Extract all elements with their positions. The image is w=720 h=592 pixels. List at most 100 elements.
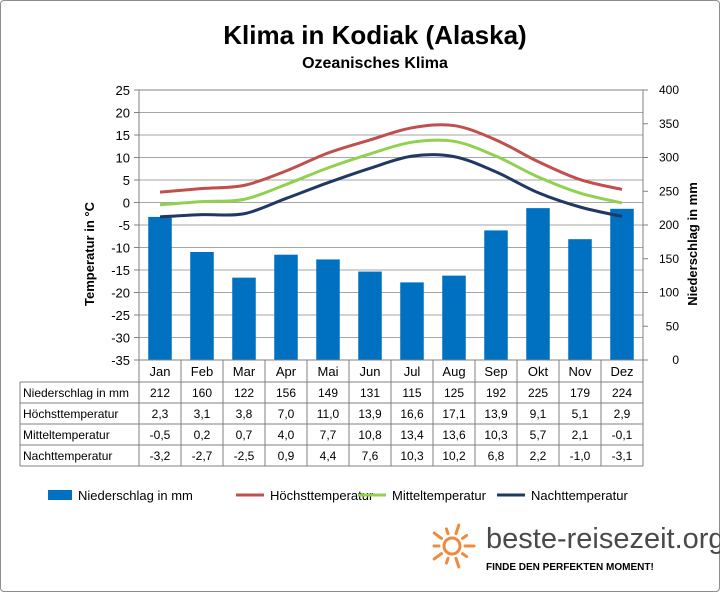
precipitation-bar	[148, 216, 172, 360]
left-tick-label: 5	[123, 173, 130, 188]
table-cell: 125	[444, 386, 464, 400]
right-tick-label: 0	[672, 353, 679, 367]
precipitation-bar	[190, 252, 214, 360]
precipitation-bar	[274, 254, 298, 360]
legend: Niederschlag in mm Höchsttemperatur Mittel…	[48, 488, 628, 503]
table-cell: -2,5	[234, 449, 255, 463]
month-label: Sep	[484, 364, 507, 379]
table-cell: 212	[150, 386, 170, 400]
month-label: Jun	[360, 364, 381, 379]
table-cell: 122	[234, 386, 254, 400]
left-tick-label: -20	[111, 286, 130, 301]
table-row-header: Nachttemperatur	[23, 449, 112, 463]
left-tick-label: -15	[111, 263, 130, 278]
month-label: Jan	[150, 364, 171, 379]
precipitation-bar	[316, 259, 340, 360]
month-label: Nov	[568, 364, 592, 379]
table-cell: 13,4	[400, 428, 424, 442]
right-tick-label: 400	[659, 83, 679, 97]
table-cell: 156	[276, 386, 296, 400]
table-row-header: Niederschlag in mm	[23, 386, 129, 400]
right-tick-label: 50	[666, 319, 680, 333]
precipitation-bar	[568, 239, 592, 360]
sun-ray	[444, 527, 450, 536]
month-label: Mar	[233, 364, 256, 379]
table-cell: 6,8	[488, 449, 505, 463]
table-row-header: Höchsttemperatur	[23, 407, 118, 421]
month-label: Jul	[404, 364, 421, 379]
chart-title: Klima in Kodiak (Alaska)	[223, 20, 526, 50]
table-cell: 3,8	[236, 407, 253, 421]
table-cell: 179	[570, 386, 590, 400]
temperature-lines	[159, 123, 623, 219]
gridlines	[139, 89, 643, 361]
table-cell: 10,3	[400, 449, 424, 463]
table-cell: -3,1	[612, 449, 633, 463]
data-table: Jan Feb Mar Apr Mai Jun Jul Aug Sep Okt Nov Dez Nied…	[19, 360, 644, 467]
table-row-header: Mitteltemperatur	[23, 428, 110, 442]
sun-ray	[444, 556, 450, 565]
left-tick-label: 0	[123, 196, 130, 211]
brand-name: beste-reisezeit.org	[486, 523, 720, 555]
table-cell: 10,8	[358, 428, 382, 442]
table-cell: 0,2	[194, 428, 211, 442]
sun-icon	[432, 523, 476, 569]
left-tick-label: -10	[111, 241, 130, 256]
left-tick-label: 15	[116, 128, 130, 143]
left-tick-label: -30	[111, 331, 130, 346]
table-cell: 13,9	[484, 407, 508, 421]
right-tick-label: 300	[659, 151, 679, 165]
table-cell: -1,0	[570, 449, 591, 463]
precipitation-bar	[400, 282, 424, 360]
y-axis-right-label: Niederschlag in mm	[685, 182, 700, 306]
sun-ray	[432, 552, 443, 561]
table-cell: 16,6	[400, 407, 424, 421]
table-cell: 2,1	[572, 428, 589, 442]
right-tick-label: 250	[659, 184, 679, 198]
table-cell: 115	[402, 386, 421, 400]
left-tick-label: -25	[111, 308, 130, 323]
legend-label: Mitteltemperatur	[392, 488, 487, 503]
precipitation-bar	[442, 275, 466, 360]
chart-subtitle: Ozeanisches Klima	[302, 55, 448, 72]
table-cell: 4,0	[278, 428, 295, 442]
right-tick-label: 200	[659, 218, 679, 232]
table-cell: 0,7	[236, 428, 253, 442]
table-cell: -2,7	[192, 449, 213, 463]
month-label: Dez	[610, 364, 633, 379]
month-label: Mai	[318, 364, 339, 379]
table-cell: 0,9	[278, 449, 295, 463]
table-cell: 160	[192, 386, 212, 400]
table-cell: 2,3	[152, 407, 169, 421]
temperature-line	[159, 138, 623, 207]
brand-logo: beste-reisezeit.org FINDE DEN PERFEKTEN …	[432, 523, 720, 573]
precipitation-bar	[610, 208, 634, 360]
sun-ray	[461, 552, 469, 559]
precipitation-bar	[526, 208, 550, 360]
precipitation-bar	[232, 277, 256, 360]
table-cell: 13,6	[442, 428, 466, 442]
sun-ray	[454, 523, 461, 536]
table-cell: -0,5	[150, 428, 171, 442]
table-cell: 17,1	[442, 407, 466, 421]
table-cell: 5,1	[572, 407, 589, 421]
y-axis-left-label: Temperatur in °C	[82, 201, 97, 306]
table-cell: 7,0	[278, 407, 295, 421]
left-tick-label: 20	[116, 106, 130, 121]
left-tick-label: -5	[118, 218, 130, 233]
table-cell: 225	[528, 386, 548, 400]
axes: 2520151050-5-10-15-20-25-30-354003503002…	[111, 83, 679, 368]
sun-ray	[454, 556, 461, 569]
table-cell: -0,1	[612, 428, 633, 442]
month-label: Aug	[442, 364, 465, 379]
sun-ray	[432, 531, 443, 540]
table-cell: 10,2	[442, 449, 466, 463]
table-cell: 7,6	[362, 449, 379, 463]
right-tick-label: 350	[659, 117, 679, 131]
table-cell: 131	[360, 386, 380, 400]
temperature-line	[159, 123, 623, 194]
table-cell: 9,1	[530, 407, 547, 421]
table-cell: 11,0	[317, 407, 340, 421]
table-cell: 149	[318, 386, 338, 400]
